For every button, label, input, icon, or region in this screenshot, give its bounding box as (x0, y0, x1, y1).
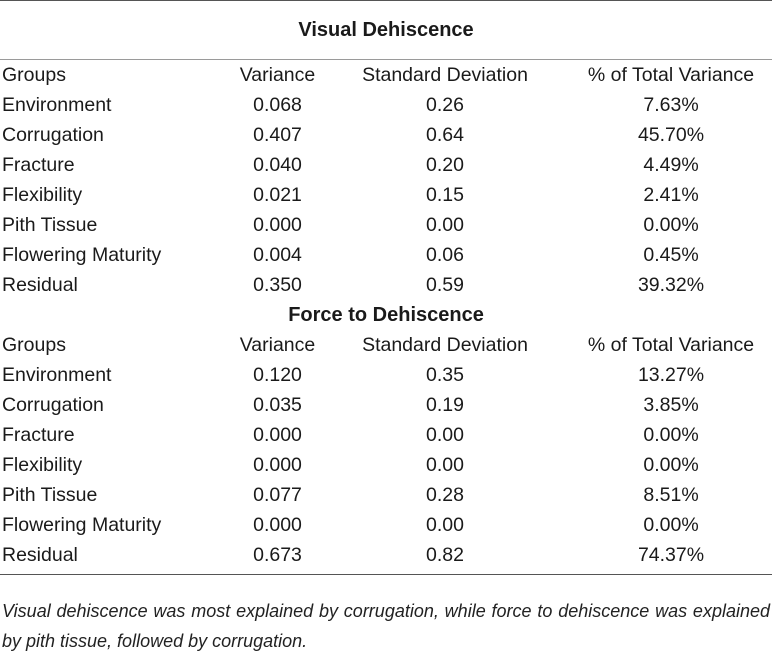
cell-group: Corrugation (2, 124, 104, 146)
column-header-row: Groups Variance Standard Deviation % of Tot… (0, 330, 772, 360)
cell-standard-deviation: 0.19 (426, 394, 464, 416)
table-row: Flexibility 0.021 0.15 2.41% (0, 180, 772, 210)
cell-variance: 0.000 (253, 514, 302, 536)
cell-variance: 0.407 (253, 124, 302, 146)
cell-group: Flowering Maturity (2, 244, 162, 266)
header-percent-total-variance: % of Total Variance (550, 59, 772, 90)
cell-variance: 0.673 (215, 540, 340, 575)
cell-variance: 0.004 (253, 244, 302, 266)
cell-percent-total-variance: 0.00% (643, 424, 699, 446)
cell-standard-deviation: 0.00 (426, 214, 464, 236)
table-row: Environment 0.120 0.35 13.27% (0, 360, 772, 390)
section-title-row: Force to Dehiscence (0, 300, 772, 330)
cell-standard-deviation: 0.20 (426, 154, 464, 176)
section-title: Force to Dehiscence (288, 304, 484, 326)
section-title: Visual Dehiscence (0, 0, 772, 60)
table-row: Environment 0.068 0.26 7.63% (0, 90, 772, 120)
header-variance: Variance (215, 59, 340, 90)
table-row: Pith Tissue 0.000 0.00 0.00% (0, 210, 772, 240)
cell-percent-total-variance: 13.27% (637, 364, 705, 386)
cell-variance: 0.000 (253, 424, 302, 446)
cell-group: Environment (2, 364, 112, 386)
header-groups: Groups (2, 334, 66, 356)
cell-group: Fracture (2, 154, 75, 176)
header-variance: Variance (239, 334, 316, 356)
cell-standard-deviation: 0.59 (426, 274, 464, 296)
cell-standard-deviation: 0.35 (426, 364, 464, 386)
cell-percent-total-variance: 0.00% (643, 514, 699, 536)
cell-group: Flowering Maturity (2, 514, 162, 536)
cell-standard-deviation: 0.00 (426, 424, 464, 446)
cell-percent-total-variance: 0.00% (643, 454, 699, 476)
table-row: Corrugation 0.407 0.64 45.70% (0, 120, 772, 150)
cell-variance: 0.068 (253, 94, 302, 116)
cell-group: Flexibility (2, 184, 83, 206)
cell-percent-total-variance: 74.37% (550, 540, 772, 575)
variance-table-body: Visual Dehiscence Groups Variance Standard … (0, 0, 772, 575)
cell-variance: 0.000 (253, 214, 302, 236)
table-row: Pith Tissue 0.077 0.28 8.51% (0, 480, 772, 510)
table-row: Flowering Maturity 0.000 0.00 0.00% (0, 510, 772, 540)
cell-percent-total-variance: 0.00% (643, 214, 699, 236)
table-row: Flexibility 0.000 0.00 0.00% (0, 450, 772, 480)
cell-group: Residual (2, 274, 78, 296)
cell-variance: 0.035 (253, 394, 302, 416)
section-title-row: Visual Dehiscence (0, 0, 772, 60)
cell-percent-total-variance: 3.85% (643, 394, 699, 416)
cell-standard-deviation: 0.28 (426, 484, 464, 506)
table-row: Flowering Maturity 0.004 0.06 0.45% (0, 240, 772, 270)
column-header-row: Groups Variance Standard Deviation% of Tot… (0, 59, 772, 90)
table-row: Fracture 0.040 0.20 4.49% (0, 150, 772, 180)
table-row: Corrugation 0.035 0.19 3.85% (0, 390, 772, 420)
cell-variance: 0.077 (253, 484, 302, 506)
cell-standard-deviation: 0.15 (426, 184, 464, 206)
header-groups: Groups (0, 59, 215, 90)
cell-variance: 0.021 (253, 184, 302, 206)
variance-table: Visual Dehiscence Groups Variance Standard … (0, 0, 772, 575)
cell-standard-deviation: 0.00 (426, 454, 464, 476)
cell-group: Pith Tissue (2, 484, 98, 506)
table-row: Fracture 0.000 0.00 0.00% (0, 420, 772, 450)
cell-variance: 0.040 (253, 154, 302, 176)
table-row: Residual 0.673 0.82 74.37% (0, 540, 772, 575)
cell-group: Corrugation (2, 394, 104, 416)
header-percent-total-variance: % of Total Variance (587, 334, 755, 356)
cell-group: Flexibility (2, 454, 83, 476)
table-footnote: Visual dehiscence was most explained by … (2, 601, 770, 651)
cell-percent-total-variance: 2.41% (643, 184, 699, 206)
cell-standard-deviation: 0.82 (340, 540, 550, 575)
cell-standard-deviation: 0.06 (426, 244, 464, 266)
cell-group: Residual (0, 540, 215, 575)
cell-standard-deviation: 0.64 (426, 124, 464, 146)
cell-standard-deviation: 0.26 (426, 94, 464, 116)
cell-percent-total-variance: 45.70% (637, 124, 705, 146)
cell-variance: 0.350 (253, 274, 302, 296)
cell-percent-total-variance: 8.51% (643, 484, 699, 506)
cell-group: Environment (2, 94, 112, 116)
table-row: Residual 0.350 0.59 39.32% (0, 270, 772, 300)
cell-standard-deviation: 0.00 (426, 514, 464, 536)
cell-percent-total-variance: 4.49% (643, 154, 699, 176)
cell-variance: 0.120 (253, 364, 302, 386)
cell-group: Pith Tissue (2, 214, 98, 236)
header-standard-deviation: Standard Deviation (362, 334, 528, 356)
cell-percent-total-variance: 7.63% (643, 94, 699, 116)
cell-percent-total-variance: 39.32% (637, 274, 705, 296)
header-standard-deviation: Standard Deviation (340, 59, 550, 90)
cell-variance: 0.000 (253, 454, 302, 476)
cell-percent-total-variance: 0.45% (643, 244, 699, 266)
cell-group: Fracture (2, 424, 75, 446)
